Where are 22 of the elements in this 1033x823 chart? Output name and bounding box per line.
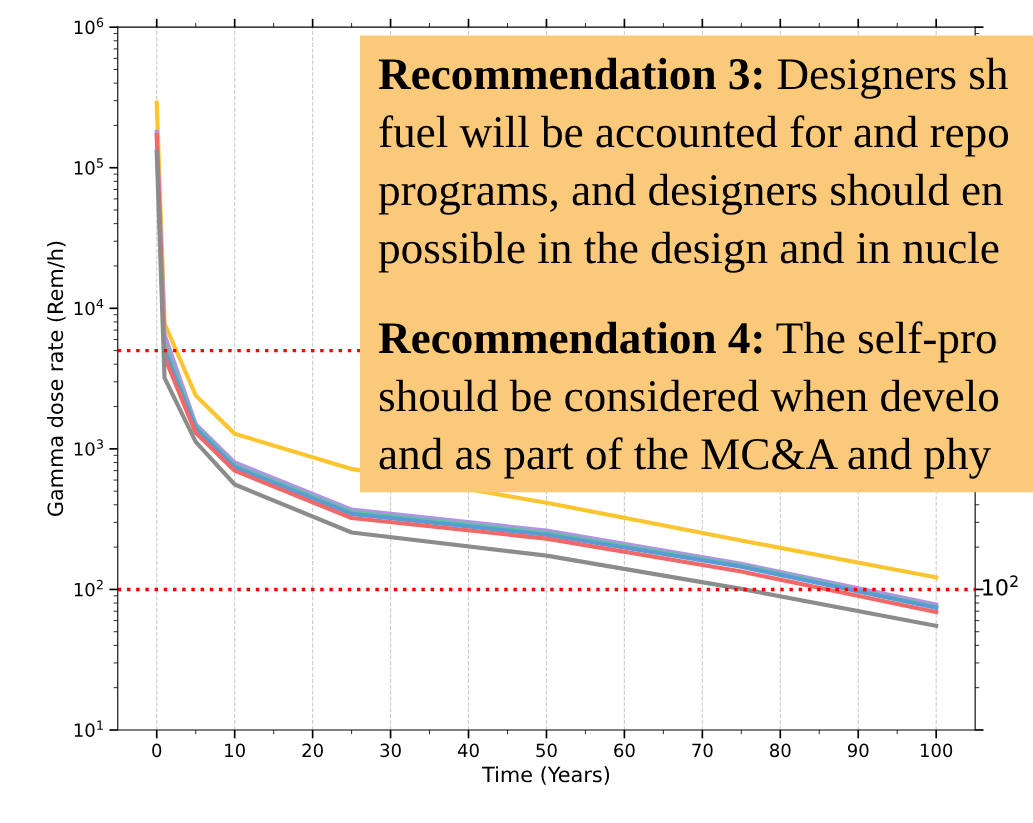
annotation: Recommendation 3: Designers sh fuel will be accounted for and repo programs, and designers should en possible in the design and in nucle (378, 57, 1009, 273)
y-tick-label: 10$^{4}$ (74, 298, 104, 316)
x-tick-label: 60 (614, 743, 635, 758)
y-tick-label: 10$^{3}$ (74, 439, 103, 456)
text: 10$^{2}$ (983, 575, 1018, 596)
y-tick-label: 10$^{1}$ (74, 720, 103, 737)
x-tick-label: 30 (380, 743, 401, 758)
x-tick-label: 20 (302, 743, 323, 758)
x-tick-label: 80 (770, 743, 791, 758)
x-tick-label: 40 (457, 743, 479, 758)
x-tick-label: 70 (692, 743, 713, 758)
y-tick-label: 10$^{6}$ (74, 17, 104, 35)
y-tick-label: 10$^{2}$ (74, 579, 103, 597)
x-tick-label: 100 (920, 743, 953, 758)
x-tick-label: 0 (152, 743, 162, 758)
x-tick-label: 90 (847, 743, 869, 758)
annotation: Recommendation 4: The self-pro should be considered when develo and as part of the MC&A and phy (378, 321, 999, 479)
x-tick-label: 50 (536, 743, 557, 758)
x-axis-title: Time (Years) (481, 766, 610, 785)
x-tick-label: 10 (225, 743, 245, 758)
y-axis-title: Gamma dose rate (Rem/h) (47, 241, 66, 517)
y-tick-label: 10$^{5}$ (74, 158, 103, 175)
